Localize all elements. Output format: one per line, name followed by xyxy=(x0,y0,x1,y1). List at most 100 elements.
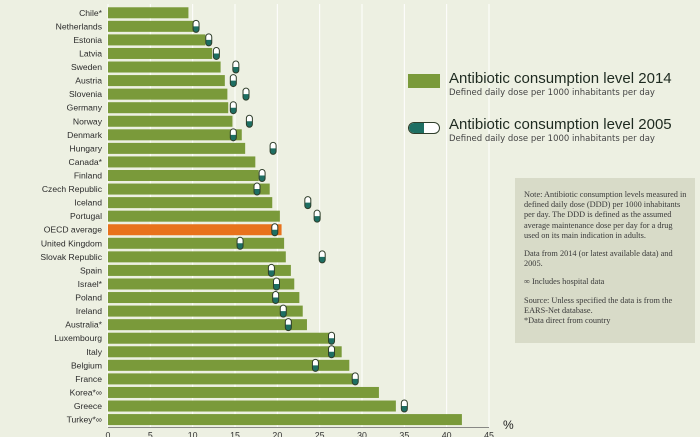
pill-marker xyxy=(318,250,326,264)
bar xyxy=(108,102,229,114)
x-tick-label: 10 xyxy=(188,430,198,437)
category-label: Canada* xyxy=(69,157,103,167)
pill-outline xyxy=(304,196,312,210)
x-axis-unit: % xyxy=(503,418,514,432)
pill-half xyxy=(230,107,237,114)
legend-subtitle-2014: Defined daily dose per 1000 inhabitants … xyxy=(449,88,655,98)
pill-half xyxy=(272,297,279,304)
bar xyxy=(108,400,396,412)
pill-icon xyxy=(408,122,440,134)
x-axis-ticks: 0 5 10 15 20 25 30 35 40 45 xyxy=(106,430,494,437)
pill-half xyxy=(314,216,321,223)
pill-half xyxy=(205,39,212,46)
bar xyxy=(108,414,462,426)
pill-marker xyxy=(253,182,261,196)
pill-outline xyxy=(269,141,277,155)
pill-marker xyxy=(267,263,275,277)
bar xyxy=(108,20,196,32)
pill-outline xyxy=(328,331,336,345)
pill-half xyxy=(246,121,253,128)
pill-outline xyxy=(229,74,237,88)
pill-outline xyxy=(229,101,237,115)
bar xyxy=(108,278,295,290)
pill-outline xyxy=(242,87,250,101)
pill-outline xyxy=(272,277,280,291)
bar xyxy=(108,142,246,154)
x-tick-label: 30 xyxy=(357,430,367,437)
bar xyxy=(108,264,291,276)
x-tick-label: 5 xyxy=(148,430,153,437)
pill-outline xyxy=(267,263,275,277)
note-hospital: ∞ Includes hospital data xyxy=(524,277,605,287)
category-label: Finland xyxy=(74,171,102,181)
category-label: Germany xyxy=(67,103,103,113)
pill-marker xyxy=(284,318,292,332)
pill-outline xyxy=(229,128,237,142)
bar xyxy=(108,61,221,73)
pill-marker xyxy=(212,46,220,60)
pill-outline xyxy=(212,46,220,60)
bar xyxy=(108,319,307,331)
note-definition: Note: Antibiotic consumption levels meas… xyxy=(524,190,687,240)
pill-outline xyxy=(318,250,326,264)
pill-outline xyxy=(205,33,213,47)
pill-half xyxy=(232,67,239,74)
category-label: Slovak Republic xyxy=(40,252,102,262)
category-label: United Kingdom xyxy=(41,238,102,248)
category-label: Luxembourg xyxy=(54,333,102,343)
pill-outline xyxy=(311,358,319,372)
pill-half xyxy=(268,270,275,277)
pill-marker xyxy=(229,74,237,88)
pill-half xyxy=(270,148,277,155)
pill-half xyxy=(328,338,335,345)
x-tick-label: 20 xyxy=(272,430,282,437)
pill-marker xyxy=(269,141,277,155)
category-label: Netherlands xyxy=(56,21,102,31)
bar xyxy=(108,305,303,317)
pill-marker xyxy=(236,236,244,250)
category-label: Denmark xyxy=(67,130,103,140)
category-label: Slovenia xyxy=(69,89,102,99)
pill-half xyxy=(193,26,200,33)
bar xyxy=(108,183,270,195)
legend-subtitle-2005: Defined daily dose per 1000 inhabitants … xyxy=(449,134,655,144)
pill-outline xyxy=(328,345,336,359)
category-label: Belgium xyxy=(71,360,102,370)
pill-half xyxy=(273,283,280,290)
pill-half xyxy=(328,351,335,358)
category-label: Chile* xyxy=(79,8,103,18)
pill-outline xyxy=(236,236,244,250)
pill-marker xyxy=(192,19,200,33)
category-label: Spain xyxy=(80,265,102,275)
category-label: Czech Republic xyxy=(42,184,103,194)
pill-marker xyxy=(400,399,408,413)
bar xyxy=(108,386,379,398)
pill-outline xyxy=(351,372,359,386)
category-label: Turkey*∞ xyxy=(67,415,102,425)
category-label: Norway xyxy=(73,116,103,126)
category-label: Estonia xyxy=(73,35,102,45)
category-label: Greece xyxy=(74,401,102,411)
bar xyxy=(108,34,206,46)
bar xyxy=(108,170,259,181)
category-label: Poland xyxy=(75,293,102,303)
bar xyxy=(108,129,242,141)
pill-outline xyxy=(284,318,292,332)
pill-half xyxy=(401,406,408,413)
category-label: Ireland xyxy=(76,306,102,316)
pill-half xyxy=(237,243,244,250)
pill-outline xyxy=(400,399,408,413)
pill-outline xyxy=(271,223,279,237)
x-tick-label: 15 xyxy=(230,430,240,437)
category-label: Latvia xyxy=(79,48,102,58)
bar xyxy=(108,115,233,127)
pill-marker xyxy=(328,331,336,345)
pill-outline xyxy=(253,182,261,196)
pill-marker xyxy=(304,196,312,210)
pill-marker xyxy=(258,169,266,182)
legend-title-2014: Antibiotic consumption level 2014 xyxy=(449,70,672,87)
bar xyxy=(108,88,228,100)
bar xyxy=(108,251,286,263)
pill-outline xyxy=(232,60,240,74)
bar xyxy=(108,197,273,209)
